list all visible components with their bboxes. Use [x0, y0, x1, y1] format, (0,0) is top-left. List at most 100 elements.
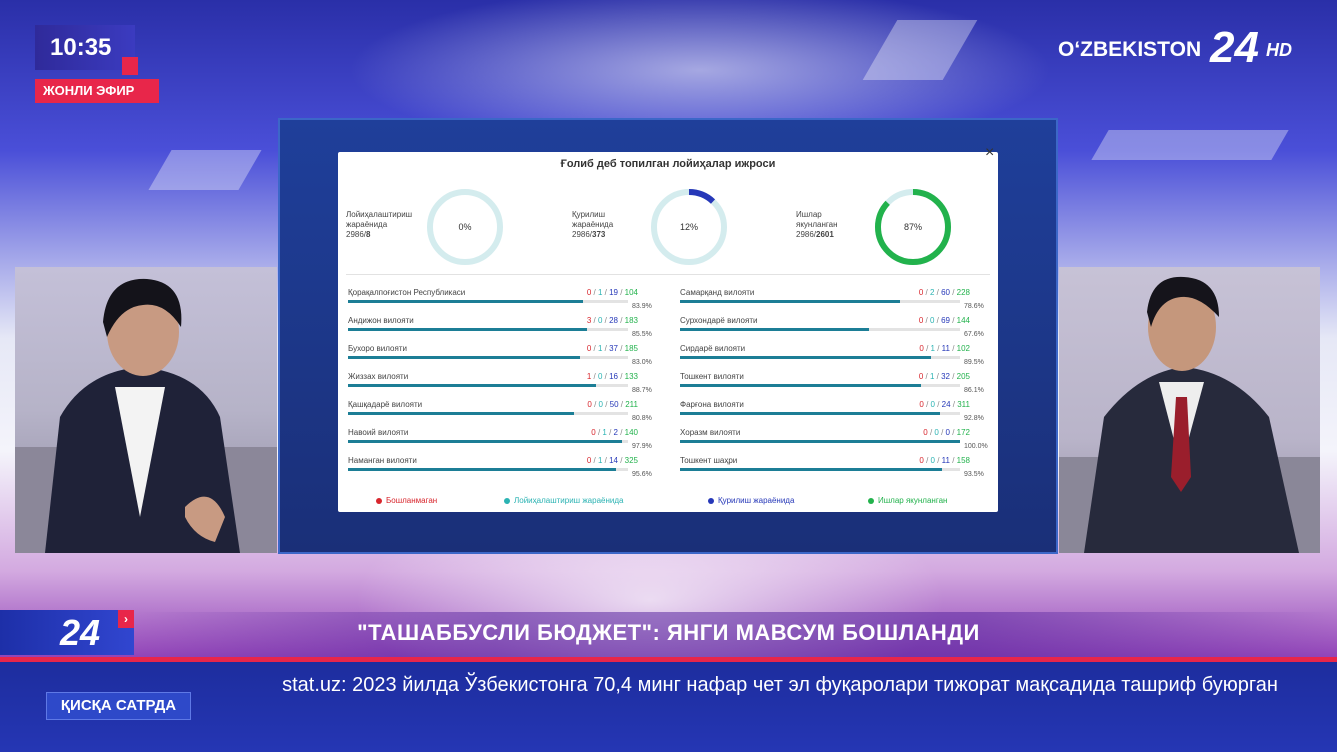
count-design: 0 — [930, 400, 935, 409]
region-percent: 67.6% — [964, 331, 984, 338]
region-name: Қорақалпоғистон Республикаси — [348, 288, 466, 297]
region-counts: 0 / 1 / 37 / 185 — [587, 344, 638, 353]
progress-track — [348, 328, 628, 331]
count-separator: / — [617, 344, 625, 353]
region-counts: 0 / 0 / 50 / 211 — [587, 400, 638, 409]
count-separator: / — [602, 316, 610, 325]
legend-label: Бошланмаган — [386, 496, 438, 505]
count-construction: 0 — [945, 428, 950, 437]
gauge-count: 2601 — [816, 230, 834, 239]
count-separator: / — [617, 428, 625, 437]
count-separator: / — [591, 400, 599, 409]
progress-track — [348, 356, 628, 359]
ticker-text: stat.uz: 2023 йилда Ўзбекистонга 70,4 ми… — [282, 674, 1278, 696]
count-completed: 205 — [956, 372, 970, 381]
count-construction: 28 — [609, 316, 618, 325]
progress-fill — [348, 412, 575, 415]
legend-item: Бошланмаган — [376, 496, 437, 505]
progress-fill — [348, 300, 583, 303]
region-name: Наманган вилояти — [348, 456, 417, 465]
progress-fill — [348, 356, 581, 359]
progress-track — [680, 356, 960, 359]
progress-track — [680, 300, 960, 303]
count-construction: 2 — [613, 428, 618, 437]
gauge-label: Ишлар якунланган 2986/2601 — [796, 210, 837, 240]
region-name: Фарғона вилояти — [680, 400, 744, 409]
count-design: 0 — [597, 372, 603, 381]
region-name: Навоий вилояти — [348, 428, 409, 437]
count-separator: / — [938, 428, 946, 437]
region-name: Бухоро вилояти — [348, 344, 407, 353]
gauge-percent: 87% — [904, 222, 922, 232]
region-name: Андижон вилояти — [348, 316, 414, 325]
region-row: Қорақалпоғистон Республикаси 0 / 1 / 19 /… — [348, 288, 652, 312]
gauge-label-line1: Лойиҳалаштириш — [346, 210, 413, 219]
dashboard-panel: Ғолиб деб топилган лойиҳалар ижроси × Ло… — [338, 144, 998, 512]
count-not-started: 0 — [586, 344, 592, 353]
count-not-started: 0 — [591, 428, 596, 437]
region-percent: 95.6% — [632, 471, 652, 478]
count-separator: / — [591, 456, 598, 465]
progress-fill — [680, 412, 940, 415]
count-completed: 133 — [624, 372, 638, 381]
count-separator: / — [950, 400, 958, 409]
gauge-count: 373 — [592, 230, 606, 239]
count-separator: / — [602, 456, 610, 465]
gauge-total: 2986/ — [572, 230, 593, 239]
progress-track — [680, 328, 960, 331]
region-row: Бухоро вилояти 0 / 1 / 37 / 185 83.0% — [348, 344, 652, 368]
gauge-total: 2986/ — [796, 230, 817, 239]
progress-track — [348, 384, 628, 387]
chevron-right-icon: › — [118, 610, 134, 628]
progress-fill — [680, 356, 931, 359]
count-construction: 11 — [941, 344, 950, 353]
region-name: Жиззах вилояти — [348, 372, 409, 381]
count-construction: 69 — [941, 316, 950, 325]
count-separator: / — [602, 400, 610, 409]
count-separator: / — [602, 288, 610, 297]
count-separator: / — [934, 400, 942, 409]
count-separator: / — [949, 372, 957, 381]
count-not-started: 0 — [586, 288, 592, 297]
count-separator: / — [923, 372, 930, 381]
count-separator: / — [923, 400, 931, 409]
region-counts: 0 / 1 / 11 / 102 — [919, 344, 970, 353]
legend-dot — [868, 497, 874, 504]
region-row: Сурхондарё вилояти 0 / 0 / 69 / 144 67.6% — [680, 316, 984, 340]
count-not-started: 3 — [586, 316, 592, 325]
legend-label: Лойиҳалаштириш жараёнида — [514, 496, 624, 505]
count-separator: / — [617, 288, 625, 297]
count-construction: 19 — [609, 288, 618, 297]
progress-track — [348, 300, 628, 303]
progress-fill — [680, 300, 901, 303]
dashboard-frame: Ғолиб деб топилган лойиҳалар ижроси × Ло… — [278, 118, 1058, 554]
legend-dot — [376, 497, 382, 504]
region-percent: 83.0% — [632, 359, 652, 366]
region-percent: 88.7% — [632, 387, 652, 394]
count-separator: / — [591, 288, 598, 297]
region-row: Наманган вилояти 0 / 1 / 14 / 325 95.6% — [348, 456, 652, 480]
count-separator: / — [934, 288, 942, 297]
legend-label: Қурилиш жараёнида — [718, 496, 795, 505]
region-row: Хоразм вилояти 0 / 0 / 0 / 172 100.0% — [680, 428, 988, 452]
count-construction: 16 — [609, 372, 618, 381]
progress-fill — [348, 328, 588, 331]
region-name: Сирдарё вилояти — [680, 344, 746, 353]
count-design: 1 — [597, 344, 603, 353]
live-badge: ЖОНЛИ ЭФИР — [35, 79, 159, 103]
region-percent: 100.0% — [964, 443, 988, 450]
count-completed: 311 — [957, 400, 970, 409]
region-counts: 0 / 0 / 0 / 172 — [923, 428, 970, 437]
close-icon[interactable]: × — [985, 144, 995, 161]
headline-bar — [134, 612, 1337, 657]
count-not-started: 0 — [918, 372, 924, 381]
count-design: 0 — [597, 316, 603, 325]
count-completed: 140 — [624, 428, 638, 437]
region-row: Самарқанд вилояти 0 / 2 / 60 / 228 78.6% — [680, 288, 984, 312]
background-stripe — [1091, 130, 1289, 160]
count-separator: / — [923, 316, 930, 325]
count-completed: 144 — [956, 316, 970, 325]
count-separator: / — [949, 288, 957, 297]
count-separator: / — [591, 344, 598, 353]
count-not-started: 0 — [918, 316, 924, 325]
